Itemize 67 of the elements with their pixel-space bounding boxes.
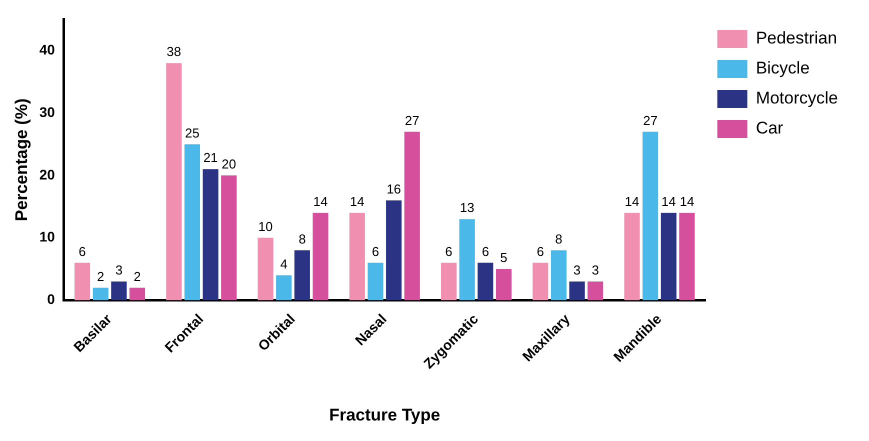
data-label: 14 [350,194,364,209]
bar [440,262,457,300]
bar [478,262,494,300]
bar [679,212,695,300]
data-label: 6 [536,244,544,259]
bar [550,250,567,300]
data-label: 14 [680,194,694,209]
x-axis-title: Fracture Type [329,405,440,424]
data-label: 27 [643,112,658,128]
y-axis-title: Percentage (%) [12,98,31,222]
y-tick-label: 10 [39,228,56,245]
bar [202,169,218,300]
bar [386,200,402,300]
data-label: 13 [460,200,474,216]
bar [368,262,384,300]
bar [129,288,146,300]
data-label: 14 [624,194,640,209]
legend-label: Car [756,118,784,138]
legend-label: Motorcycle [756,88,838,108]
data-label: 6 [78,244,86,259]
data-label: 3 [573,262,581,278]
data-label: 3 [115,262,123,278]
legend-label: Bicycle [756,58,810,78]
data-label: 6 [445,244,452,259]
bar [166,63,182,300]
bar [349,212,365,300]
bar [569,281,585,300]
data-label: 25 [185,125,200,140]
legend-label: Pedestrian [756,28,838,48]
bar [258,238,274,300]
data-label: 10 [258,218,273,234]
y-tick-label: 20 [39,166,56,182]
data-label: 3 [592,262,599,278]
data-label: 16 [386,181,402,196]
data-label: 2 [97,268,104,284]
bar [588,281,604,300]
data-label: 8 [555,231,562,246]
data-label: 21 [203,150,218,166]
bar [92,288,108,300]
data-label: 20 [222,156,236,172]
y-tick-label: 30 [39,104,56,120]
data-label: 14 [313,194,328,209]
bar [496,269,512,300]
bar [221,175,237,300]
data-label: 8 [298,231,306,246]
bar [660,212,676,300]
bar [624,212,640,300]
bar [404,132,420,300]
data-label: 4 [280,256,288,272]
bar [642,132,658,300]
bar [459,219,475,300]
bar [74,262,90,300]
bar [184,144,200,300]
bar [294,250,310,300]
bar [532,262,548,300]
data-label: 38 [166,44,182,60]
data-label: 14 [661,194,676,209]
y-tick-label: 0 [47,291,56,308]
bar [276,275,292,300]
bar [312,212,328,300]
y-tick-label: 40 [39,41,56,58]
bar [111,281,127,300]
data-label: 5 [500,250,508,266]
data-label: 6 [372,244,380,259]
data-label: 27 [404,112,420,128]
data-label: 2 [134,268,141,284]
data-label: 6 [482,244,490,259]
